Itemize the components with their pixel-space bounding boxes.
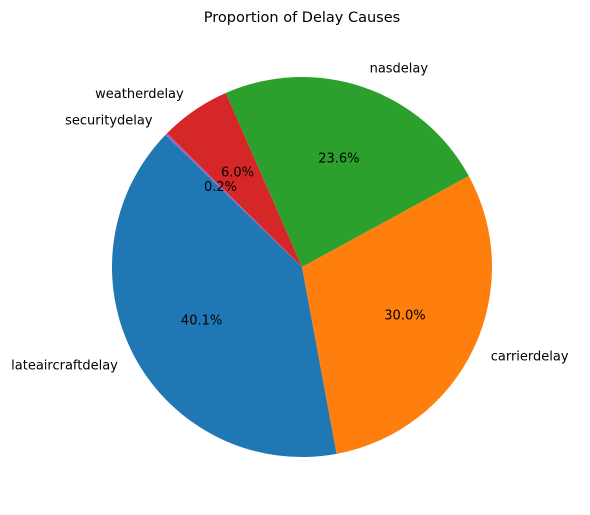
pct-label-carrierdelay: 30.0% (384, 308, 425, 323)
pct-label-nasdelay: 23.6% (318, 152, 359, 167)
pie-slice-nasdelay (225, 77, 469, 267)
pct-label-lateaircraftdelay: 40.1% (181, 313, 222, 328)
slice-label-nasdelay: nasdelay (370, 62, 429, 77)
pie-slice-weatherdelay (167, 92, 302, 267)
pct-label-securitydelay: 0.2% (204, 180, 237, 195)
pie-slice-carrierdelay (302, 176, 493, 454)
pie-slice-securitydelay (165, 133, 302, 267)
slice-label-weatherdelay: weatherdelay (95, 87, 184, 102)
slice-label-lateaircraftdelay: lateaircraftdelay (11, 358, 118, 373)
slice-label-securitydelay: securitydelay (65, 113, 153, 128)
slice-label-carrierdelay: carrierdelay (491, 349, 569, 364)
labels-layer: lateaircraftdelay 40.1% carrierdelay 30.0% n… (11, 62, 569, 374)
slices-layer (111, 77, 493, 458)
pct-label-weatherdelay: 6.0% (221, 166, 254, 181)
chart-title: Proportion of Delay Causes (204, 10, 400, 26)
pie-slice-lateaircraftdelay (111, 135, 337, 458)
